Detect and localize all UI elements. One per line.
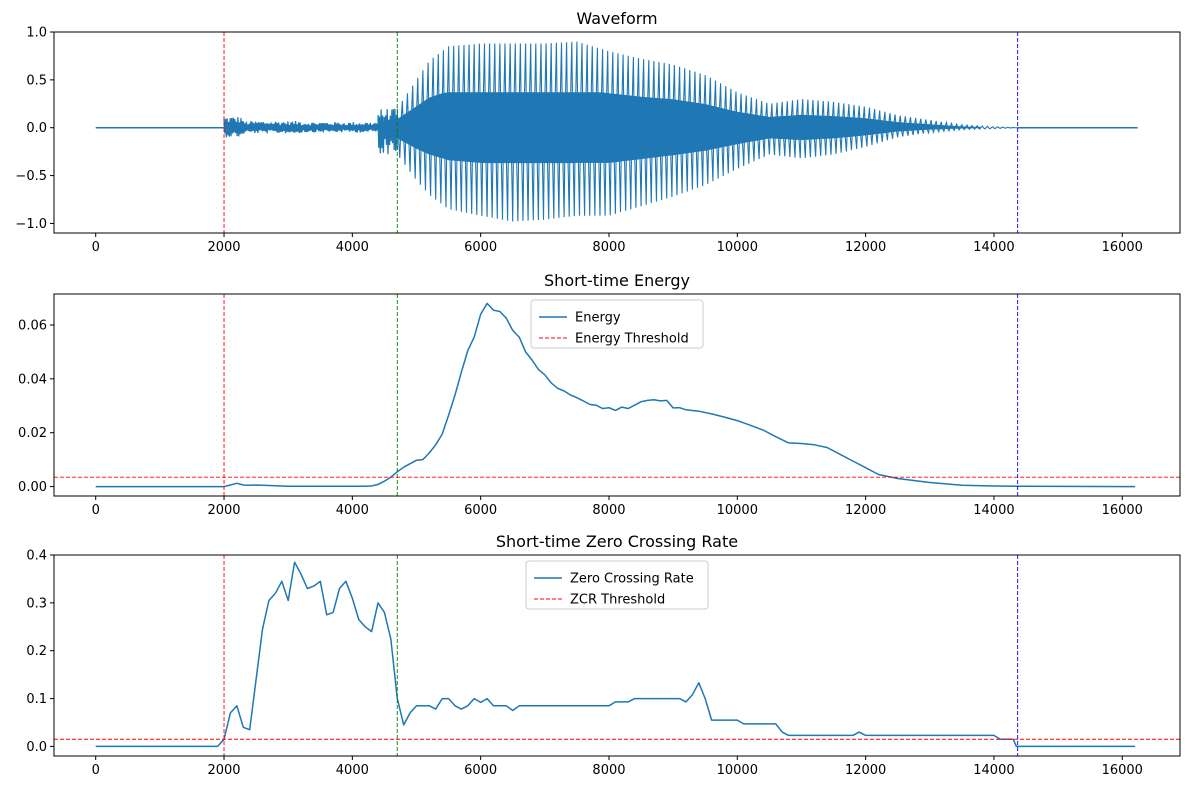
x-tick-label: 10000 (717, 763, 758, 778)
legend-label: Energy Threshold (575, 332, 689, 347)
x-tick-label: 6000 (464, 240, 497, 255)
waveform-segment-1 (223, 117, 244, 138)
y-tick-label: 0.1 (26, 692, 47, 707)
y-tick-label: 1.0 (26, 26, 47, 41)
x-tick-label: 14000 (973, 240, 1014, 255)
legend-label: Energy (575, 311, 621, 326)
x-tick-label: 4000 (336, 503, 369, 518)
plot-area (54, 555, 1180, 756)
x-tick-label: 2000 (207, 240, 240, 255)
x-tick-label: 12000 (845, 503, 886, 518)
y-tick-label: 0.4 (26, 549, 47, 564)
x-tick-label: 4000 (336, 763, 369, 778)
y-tick-label: 0.02 (18, 426, 47, 441)
x-tick-label: 14000 (973, 503, 1014, 518)
x-tick-label: 2000 (207, 763, 240, 778)
waveform-segment-2 (242, 120, 302, 134)
y-tick-label: 0.0 (26, 121, 47, 136)
panel-2: Short-time Energy 0 2000 4000 6000 8000 10000 1… (18, 271, 1181, 518)
panel-title: Short-time Energy (544, 271, 690, 290)
legend-box (525, 560, 709, 610)
y-tick-label: 0.04 (18, 372, 47, 387)
panel-title: Waveform (576, 9, 657, 28)
panel-1: Waveform 0 2000 4000 6000 8000 10000 12000 14000… (15, 9, 1181, 255)
legend-label: ZCR Threshold (570, 593, 665, 608)
x-tick-label: 2000 (207, 503, 240, 518)
y-tick-label: 0.00 (18, 480, 47, 495)
series-line-1 (95, 302, 1136, 488)
y-tick-label: −1.0 (15, 217, 47, 232)
x-tick-label: 8000 (592, 503, 625, 518)
y-tick-label: 0.06 (18, 318, 47, 333)
x-tick-label: 16000 (1102, 240, 1143, 255)
axes-frame (53, 293, 1181, 497)
x-tick-label: 12000 (845, 763, 886, 778)
y-tick-label: 0.0 (26, 740, 47, 755)
axes-frame (53, 554, 1181, 757)
legend: Energy Energy Threshold (530, 299, 704, 349)
x-tick-label: 4000 (336, 240, 369, 255)
legend-label: Zero Crossing Rate (570, 572, 694, 587)
x-tick-label: 8000 (592, 240, 625, 255)
y-tick-label: −0.5 (15, 169, 47, 184)
x-tick-label: 16000 (1102, 763, 1143, 778)
waveform-dense-band (397, 92, 982, 164)
x-tick-label: 14000 (973, 763, 1014, 778)
x-tick-label: 8000 (592, 763, 625, 778)
y-tick-label: 0.5 (26, 73, 47, 88)
plot-area (95, 32, 1138, 233)
y-tick-label: 0.2 (26, 644, 47, 659)
series-line-1 (95, 561, 1136, 748)
waveform-segment-4 (377, 108, 398, 155)
plot-area (54, 294, 1180, 496)
legend-box (530, 299, 704, 349)
x-tick-label: 0 (92, 763, 100, 778)
x-tick-label: 16000 (1102, 503, 1143, 518)
x-tick-label: 10000 (717, 503, 758, 518)
panel-title: Short-time Zero Crossing Rate (496, 532, 738, 551)
waveform-segment-3 (300, 122, 379, 133)
x-tick-label: 6000 (464, 763, 497, 778)
x-tick-label: 6000 (464, 503, 497, 518)
axes-frame (53, 31, 1181, 234)
x-tick-label: 12000 (845, 240, 886, 255)
y-tick-label: 0.3 (26, 596, 47, 611)
x-tick-label: 0 (92, 240, 100, 255)
x-tick-label: 10000 (717, 240, 758, 255)
panel-3: Short-time Zero Crossing Rate 0 2000 4000 60… (26, 532, 1181, 778)
legend: Zero Crossing Rate ZCR Threshold (525, 560, 709, 610)
x-tick-label: 0 (92, 503, 100, 518)
